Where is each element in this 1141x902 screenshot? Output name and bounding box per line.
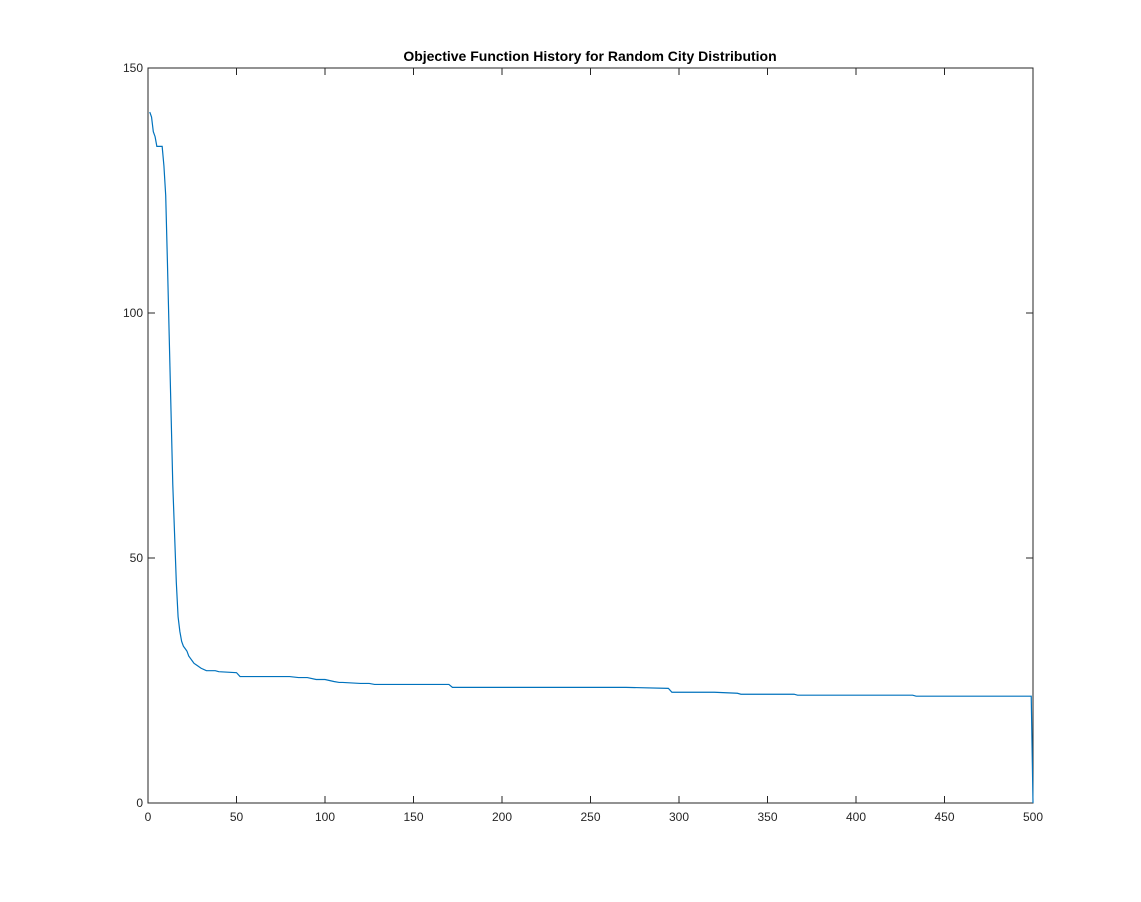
y-tick-label: 100	[123, 306, 143, 320]
x-axis: 0 50 100 150 200 250 300 350 400 450 500	[145, 68, 1043, 824]
x-tick-label: 250	[580, 810, 600, 824]
x-tick-label: 150	[403, 810, 423, 824]
y-tick-label: 50	[130, 551, 144, 565]
chart-title: Objective Function History for Random Ci…	[403, 48, 776, 64]
x-tick-label: 350	[757, 810, 777, 824]
x-tick-label: 50	[230, 810, 244, 824]
plot-area	[147, 67, 1034, 804]
y-tick-label: 150	[123, 61, 143, 75]
x-tick-label: 500	[1023, 810, 1043, 824]
y-axis: 0 50 100 150	[123, 61, 1033, 810]
y-tick-label: 0	[136, 796, 143, 810]
x-tick-label: 400	[846, 810, 866, 824]
x-tick-label: 100	[315, 810, 335, 824]
series-line	[149, 111, 1034, 804]
x-tick-label: 200	[492, 810, 512, 824]
x-tick-label: 450	[934, 810, 954, 824]
x-tick-label: 300	[669, 810, 689, 824]
x-tick-label: 0	[145, 810, 152, 824]
